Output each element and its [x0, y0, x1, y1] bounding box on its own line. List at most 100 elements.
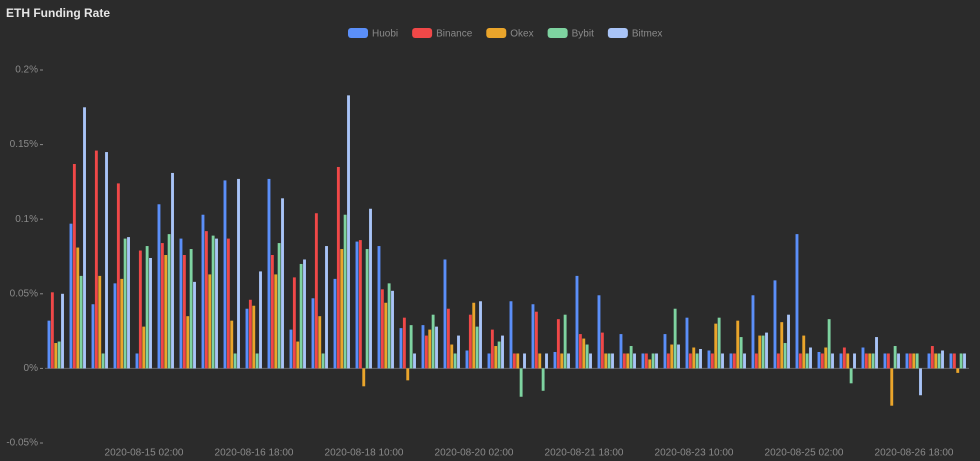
bar [582, 338, 586, 369]
bar [182, 255, 186, 369]
bar [853, 353, 856, 369]
bar [83, 107, 86, 369]
bar [585, 344, 589, 369]
bar [296, 341, 300, 369]
bar [604, 353, 608, 369]
bar [820, 353, 824, 369]
bar [949, 353, 953, 369]
bar [692, 347, 696, 369]
bar [259, 271, 262, 369]
bar [270, 255, 274, 369]
bar [421, 325, 425, 369]
legend-label[interactable]: Huobi [372, 29, 398, 40]
x-tick-label: 2020-08-25 02:00 [765, 448, 844, 459]
bar [443, 259, 447, 369]
bar [827, 319, 831, 369]
legend-label[interactable]: Okex [510, 29, 533, 40]
bar [655, 353, 658, 369]
bar [189, 249, 193, 369]
bar [61, 293, 64, 369]
bar [633, 353, 636, 369]
legend-swatch[interactable] [348, 28, 368, 38]
bar [475, 326, 479, 369]
bar [431, 314, 435, 369]
bar [871, 353, 875, 369]
bar [267, 178, 271, 369]
y-tick-label: -0.05% [6, 438, 38, 449]
bar [516, 353, 520, 369]
bar [179, 238, 183, 369]
bar [164, 255, 168, 369]
bar [560, 353, 564, 369]
legend-swatch[interactable] [607, 28, 628, 38]
legend-swatch[interactable] [486, 28, 507, 38]
y-tick-label: 0% [24, 363, 39, 374]
bar [347, 95, 350, 369]
legend-swatch[interactable] [412, 28, 433, 38]
bar [72, 163, 76, 369]
bar [751, 295, 755, 369]
bar [849, 368, 853, 384]
bar [494, 346, 498, 369]
bar [644, 353, 648, 369]
bar [864, 353, 868, 369]
x-tick-label: 2020-08-23 10:00 [655, 448, 734, 459]
bar [362, 368, 366, 387]
bar [600, 332, 604, 369]
bar [79, 275, 83, 369]
bar [160, 243, 164, 369]
bar [761, 335, 765, 369]
legend-label[interactable]: Bitmex [632, 29, 663, 40]
bar [311, 298, 315, 369]
bar [846, 353, 850, 369]
bar [795, 234, 799, 369]
bar [105, 152, 108, 369]
bar [934, 353, 938, 369]
bar [193, 281, 196, 369]
bar [937, 353, 941, 369]
bar [406, 368, 410, 381]
legend-label[interactable]: Binance [436, 29, 473, 40]
y-tick-label: 0.1% [15, 214, 38, 225]
bar [321, 353, 325, 369]
bar [314, 213, 318, 369]
bar [215, 238, 218, 369]
bar [399, 328, 403, 369]
bar [714, 323, 718, 369]
bar [333, 278, 337, 369]
bar [369, 208, 372, 369]
bar [336, 166, 340, 369]
bar [101, 353, 105, 369]
legend-swatch[interactable] [547, 28, 568, 38]
bar [490, 329, 494, 369]
bar [365, 249, 369, 369]
bar [688, 353, 692, 369]
bar [487, 353, 491, 369]
bar [402, 317, 406, 369]
bar [839, 353, 843, 369]
x-tick-label: 2020-08-21 18:00 [545, 448, 624, 459]
bar [619, 334, 623, 369]
bar [758, 335, 762, 369]
bar [116, 183, 120, 369]
bar [589, 353, 592, 369]
bar [512, 353, 516, 369]
bar [707, 350, 711, 369]
y-tick-label: 0.05% [10, 288, 38, 299]
bar [468, 314, 472, 369]
bar [69, 223, 73, 369]
bar [534, 311, 538, 369]
bar [798, 353, 802, 369]
y-tick-label: 0.2% [15, 65, 38, 76]
bar [787, 314, 790, 369]
bar [809, 347, 812, 369]
legend-label[interactable]: Bybit [572, 29, 594, 40]
bar [465, 350, 469, 369]
bar [424, 335, 428, 369]
bar [277, 243, 281, 369]
bar [142, 326, 146, 369]
bar [358, 240, 362, 369]
bar [883, 353, 887, 369]
bar [343, 214, 347, 369]
bar [186, 316, 190, 369]
